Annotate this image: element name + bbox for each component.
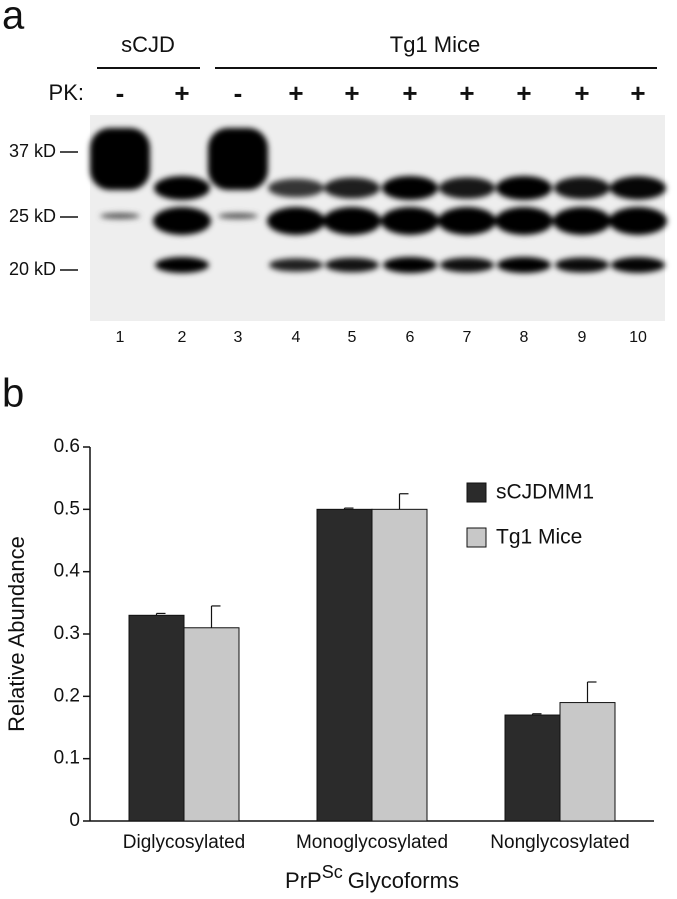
band [381, 207, 439, 235]
y-axis-label: Relative Abundance [4, 536, 29, 732]
x-axis-label: PrPSc Glycoforms [285, 862, 459, 893]
band [611, 257, 665, 273]
lane-number: 9 [578, 329, 587, 346]
legend-swatch [466, 482, 487, 503]
error-bar [531, 713, 542, 716]
pk-sign: + [344, 78, 359, 108]
band [440, 257, 494, 273]
pk-sign: - [116, 78, 125, 108]
y-tick-label: 0.5 [54, 498, 80, 519]
lane-number: 4 [292, 329, 301, 346]
group-label: sCJD [121, 32, 175, 57]
band [495, 207, 553, 235]
band [554, 176, 610, 200]
lane-number: 3 [234, 329, 243, 346]
error-bar [155, 612, 166, 616]
panel-label: a [2, 0, 25, 38]
legend-swatch [466, 527, 487, 548]
band [438, 207, 496, 235]
bar [316, 508, 373, 822]
band [609, 207, 667, 235]
lane-number: 10 [629, 329, 647, 346]
band [153, 207, 211, 235]
y-tick-label: 0.3 [54, 623, 80, 644]
lane-number: 8 [520, 329, 529, 346]
mw-label: 37 kD [9, 141, 56, 161]
mw-label: 25 kD [9, 206, 56, 226]
pk-sign: - [234, 78, 243, 108]
band [218, 213, 258, 219]
y-tick-label: 0.6 [54, 436, 80, 457]
band [383, 257, 437, 273]
band [100, 213, 140, 219]
bar-chart: 0 0.1 0.2 0.3 0.4 0.5 0.6 Diglycosylated Monogly… [4, 436, 654, 893]
x-tick-label: Diglycosylated [123, 832, 246, 853]
pk-sign: + [402, 78, 417, 108]
legend-label: sCJDMM1 [496, 481, 594, 504]
x-axis-label-part: PrP [285, 868, 322, 893]
error-bar [586, 681, 597, 703]
pk-sign: + [459, 78, 474, 108]
y-tick-label: 0.4 [54, 561, 81, 582]
legend-label: Tg1 Mice [496, 526, 582, 549]
band [90, 128, 150, 190]
error-bar [343, 507, 354, 510]
y-tick-label: 0 [69, 810, 80, 831]
band [269, 258, 323, 272]
x-axis-label-part: Glycoforms [348, 868, 459, 893]
band [267, 207, 325, 235]
band [324, 177, 380, 199]
x-tick-label: Monoglycosylated [296, 832, 448, 853]
bar [183, 627, 240, 822]
bar [504, 714, 561, 822]
lane-number: 7 [463, 329, 472, 346]
lane-number: 6 [406, 329, 415, 346]
bar [128, 614, 185, 822]
pk-sign: + [516, 78, 531, 108]
bands [90, 128, 667, 273]
y-tick-label: 0.2 [54, 685, 80, 706]
bar [371, 508, 428, 822]
x-axis-label-part: Sc [322, 862, 343, 882]
error-bar [210, 605, 221, 628]
pk-sign: + [288, 78, 303, 108]
group-label: Tg1 Mice [390, 32, 480, 57]
bar [559, 702, 616, 822]
band [154, 176, 210, 200]
band [553, 207, 611, 235]
blot-labels: - 1 +2 - 3 +4 +5 +6 +7 +8 +9 +10 37 kD 25 kD 20 kD [9, 78, 647, 346]
band [382, 176, 438, 200]
band [323, 207, 381, 235]
band [497, 257, 551, 273]
pk-sign: + [574, 78, 589, 108]
band [496, 176, 552, 200]
x-tick-label: Nonglycosylated [490, 832, 629, 853]
band [555, 257, 609, 273]
mw-label: 20 kD [9, 259, 56, 279]
band [325, 257, 379, 273]
band [610, 176, 666, 200]
lane-number: 1 [116, 329, 125, 346]
pk-label: PK: [49, 80, 84, 105]
pk-sign: + [174, 78, 189, 108]
band [439, 177, 495, 199]
band [268, 178, 324, 198]
pk-sign: + [630, 78, 645, 108]
band [208, 128, 268, 190]
band [155, 257, 209, 273]
error-bar [398, 493, 409, 510]
lane-number: 5 [348, 329, 357, 346]
panel-label: b [2, 372, 24, 416]
y-tick-label: 0.1 [54, 748, 80, 769]
lane-number: 2 [178, 329, 187, 346]
